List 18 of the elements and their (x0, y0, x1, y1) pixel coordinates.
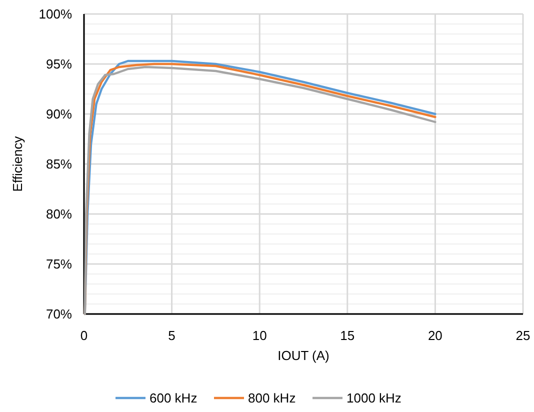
x-tick-label: 10 (252, 328, 267, 343)
legend-label: 800 kHz (248, 390, 296, 406)
y-tick-label: 90% (46, 106, 72, 122)
x-tick-label: 25 (516, 328, 530, 343)
y-tick-label: 70% (46, 306, 72, 322)
y-tick-label: 85% (46, 156, 72, 172)
y-tick-label: 100% (38, 6, 72, 22)
y-axis-title: Efficiency (10, 136, 25, 192)
x-tick-label: 5 (168, 328, 176, 343)
y-tick-label: 95% (46, 56, 72, 72)
legend-label: 1000 kHz (346, 390, 402, 406)
y-tick-label: 80% (46, 206, 72, 222)
x-axis-title: IOUT (A) (278, 348, 330, 363)
x-tick-label: 20 (428, 328, 442, 343)
y-tick-label: 75% (46, 256, 72, 272)
x-tick-label: 0 (80, 328, 88, 343)
legend-label: 600 kHz (150, 390, 198, 406)
x-tick-label: 15 (340, 328, 355, 343)
